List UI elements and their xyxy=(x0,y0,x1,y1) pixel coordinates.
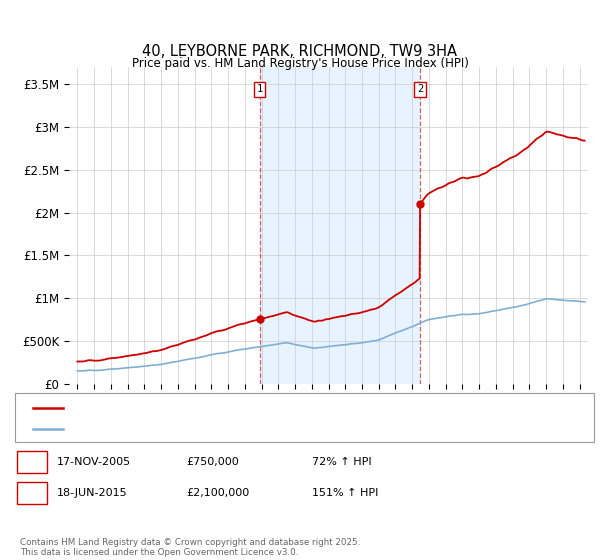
Text: 40, LEYBORNE PARK, RICHMOND, TW9 3HA (semi-detached house): 40, LEYBORNE PARK, RICHMOND, TW9 3HA (se… xyxy=(69,403,402,413)
Bar xyxy=(260,67,420,384)
Text: Price paid vs. HM Land Registry's House Price Index (HPI): Price paid vs. HM Land Registry's House … xyxy=(131,57,469,70)
Text: 151% ↑ HPI: 151% ↑ HPI xyxy=(312,488,379,498)
Text: 1: 1 xyxy=(256,85,263,94)
Text: £2,100,000: £2,100,000 xyxy=(186,488,249,498)
Text: 18-JUN-2015: 18-JUN-2015 xyxy=(57,488,128,498)
Text: 2: 2 xyxy=(28,488,35,498)
Text: Contains HM Land Registry data © Crown copyright and database right 2025.
This d: Contains HM Land Registry data © Crown c… xyxy=(20,538,360,557)
Text: 1: 1 xyxy=(28,457,35,467)
Text: 72% ↑ HPI: 72% ↑ HPI xyxy=(312,457,371,467)
Text: 2: 2 xyxy=(417,85,423,94)
Text: HPI: Average price, semi-detached house, Richmond upon Thames: HPI: Average price, semi-detached house,… xyxy=(69,424,401,433)
Text: 17-NOV-2005: 17-NOV-2005 xyxy=(57,457,131,467)
Text: 40, LEYBORNE PARK, RICHMOND, TW9 3HA: 40, LEYBORNE PARK, RICHMOND, TW9 3HA xyxy=(143,44,458,59)
Text: £750,000: £750,000 xyxy=(186,457,239,467)
